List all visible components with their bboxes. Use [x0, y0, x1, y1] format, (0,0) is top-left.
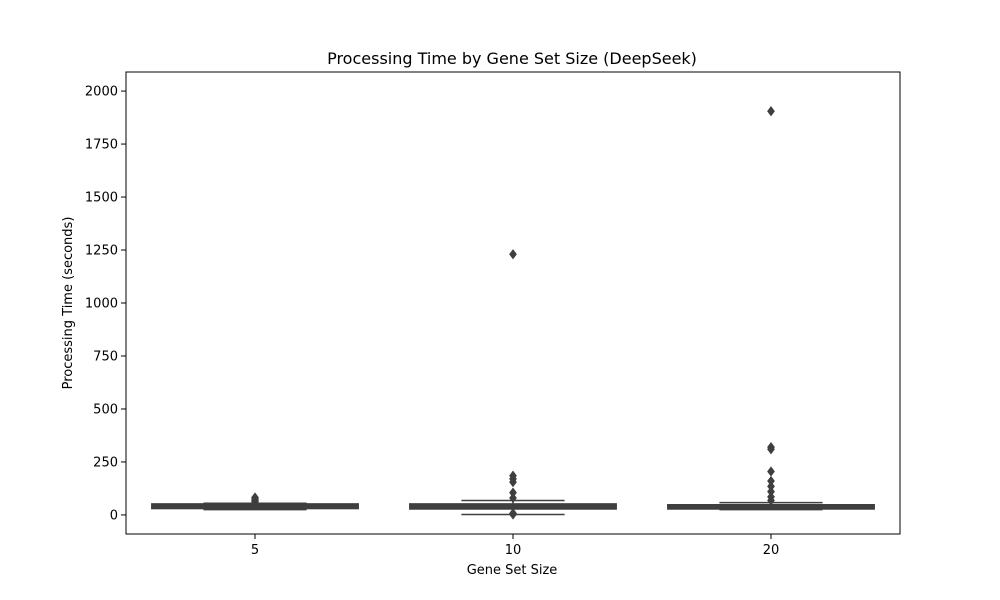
- y-tick-label: 1000: [85, 297, 118, 312]
- x-tick-label: 20: [763, 543, 780, 558]
- box-group-20: [667, 106, 875, 511]
- x-tick-label: 10: [505, 543, 522, 558]
- outlier-point: [509, 470, 517, 481]
- outlier-point: [767, 466, 775, 477]
- x-axis-label: Gene Set Size: [467, 563, 558, 578]
- y-axis-label: Processing Time (seconds): [61, 217, 76, 390]
- outlier-point: [509, 508, 517, 519]
- outlier-point: [767, 475, 775, 487]
- plot-frame: [125, 71, 901, 535]
- box-group-10: [409, 249, 617, 520]
- plot-area: [151, 106, 875, 520]
- y-axis: 0 250 500 750 1000 1250 1500 1750 2000: [85, 85, 126, 523]
- outlier-point: [509, 487, 517, 498]
- outlier-point: [767, 481, 775, 492]
- outlier-point: [509, 492, 517, 504]
- y-tick-label: 0: [110, 508, 118, 523]
- outlier-point: [509, 249, 517, 260]
- box-group-5: [151, 492, 359, 511]
- outlier-point: [767, 441, 775, 453]
- y-tick-label: 750: [93, 349, 118, 364]
- outlier-point: [767, 486, 775, 497]
- y-tick-label: 1250: [85, 244, 118, 259]
- y-tick-label: 250: [93, 455, 118, 470]
- outlier-point: [767, 106, 775, 117]
- chart-title: Processing Time by Gene Set Size (DeepSe…: [327, 49, 697, 68]
- x-tick-label: 5: [251, 543, 259, 558]
- outlier-point: [251, 492, 259, 503]
- y-tick-label: 2000: [85, 85, 118, 100]
- y-tick-label: 1500: [85, 191, 118, 206]
- outlier-point: [767, 491, 775, 503]
- x-axis: 5 10 20: [251, 534, 779, 558]
- y-tick-label: 500: [93, 402, 118, 417]
- y-tick-label: 1750: [85, 138, 118, 153]
